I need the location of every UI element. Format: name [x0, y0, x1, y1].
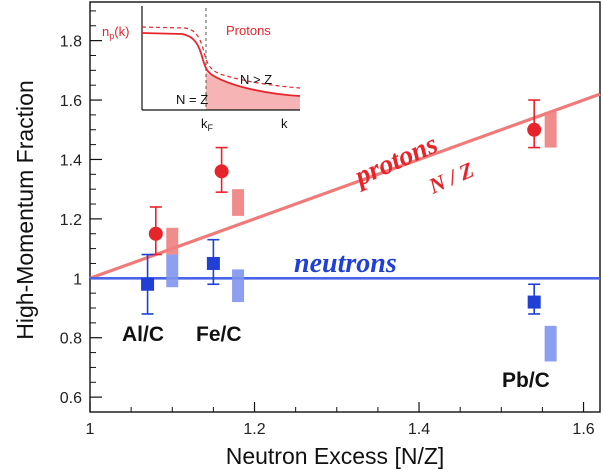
y-tick-label: 0.6	[60, 390, 82, 407]
ratio-label-pb-c: Pb/C	[502, 369, 550, 392]
neutrons-label: neutrons	[294, 248, 397, 279]
plot-frame	[89, 1, 601, 413]
ratio-label-al-c: Al/C	[122, 323, 164, 346]
protons-data-point	[214, 164, 229, 179]
protons-systematic-band	[544, 111, 557, 148]
data-markers	[141, 122, 542, 309]
systematic-bands	[166, 111, 557, 362]
error-bars	[141, 99, 541, 315]
y-tick-label: 1.2	[60, 212, 82, 229]
inset-np-label: np(k)	[102, 24, 129, 41]
y-axis-ticks: 0.6 0.8 1 1.2 1.4 1.6 1.8	[60, 10, 102, 407]
y-tick-label: 1.4	[60, 152, 82, 169]
inset-curve-n-greater-z	[141, 32, 301, 97]
y-tick-label: 1	[73, 271, 82, 288]
y-tick-label: 0.8	[60, 331, 82, 348]
y-tick-label: 1.6	[60, 93, 82, 110]
x-tick-label: 1.2	[243, 421, 265, 438]
inset-title: Protons	[226, 23, 271, 38]
x-tick-label: 1.6	[572, 421, 594, 438]
x-axis-title: Neutron Excess [N/Z]	[226, 443, 445, 469]
protons-data-point	[148, 226, 163, 241]
inset-k-label: k	[281, 116, 288, 131]
x-tick-label: 1	[86, 421, 95, 438]
neutrons-data-point	[527, 295, 541, 309]
inset-curve-n-equals-z	[141, 26, 301, 89]
inset-shaded-region	[206, 72, 300, 110]
neutrons-systematic-band	[544, 325, 557, 362]
y-axis-title: High-Momentum Fraction	[12, 80, 38, 339]
nz-label: N / Z	[424, 157, 478, 199]
neutrons-systematic-band	[166, 254, 179, 288]
neutrons-data-point	[141, 277, 155, 291]
inset-momentum-distribution: np(k) Protons N = Z N > Z kF k	[102, 4, 303, 133]
protons-systematic-band	[166, 227, 179, 255]
inset-n-equals-z-label: N = Z	[176, 92, 208, 107]
neutrons-systematic-band	[232, 269, 245, 303]
protons-data-point	[527, 122, 542, 137]
ratio-label-fe-c: Fe/C	[196, 323, 242, 346]
x-tick-label: 1.4	[408, 421, 430, 438]
y-tick-label: 1.8	[60, 34, 82, 51]
protons-systematic-band	[232, 189, 245, 216]
inset-kf-label: kF	[201, 116, 214, 133]
x-axis-ticks: 1 1.2 1.4 1.6	[86, 402, 595, 438]
inset-n-greater-z-label: N > Z	[240, 72, 272, 87]
neutrons-data-point	[206, 256, 220, 270]
